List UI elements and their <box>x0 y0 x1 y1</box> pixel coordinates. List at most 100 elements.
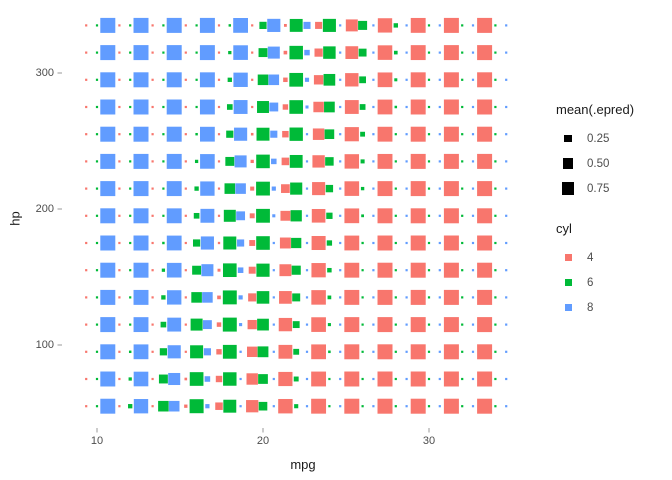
data-point-cyl4 <box>151 187 154 190</box>
data-point-cyl4 <box>313 75 324 85</box>
data-point-cyl8 <box>505 214 508 217</box>
data-point-cyl4 <box>377 72 393 88</box>
data-point-cyl6 <box>161 295 166 300</box>
data-point-cyl4 <box>215 402 223 410</box>
data-point-cyl6 <box>129 51 132 54</box>
data-point-cyl6 <box>494 405 497 408</box>
data-point-cyl4 <box>249 240 256 246</box>
data-point-cyl8 <box>339 105 342 109</box>
data-point-cyl4 <box>477 99 493 115</box>
data-point-cyl8 <box>204 376 211 382</box>
data-point-cyl6 <box>394 377 397 381</box>
color-legend-item: 8 <box>556 295 668 320</box>
data-point-cyl6 <box>360 186 365 191</box>
data-point-cyl8 <box>200 236 214 250</box>
data-point-cyl4 <box>443 99 459 115</box>
data-point-cyl4 <box>251 51 254 54</box>
size-legend-title: mean(.epred) <box>556 102 635 117</box>
data-point-cyl6 <box>494 187 497 190</box>
data-point-cyl4 <box>85 377 88 381</box>
data-point-cyl6 <box>427 105 431 109</box>
data-point-cyl6 <box>95 241 99 245</box>
data-point-cyl6 <box>361 350 364 353</box>
data-point-cyl8 <box>505 160 508 163</box>
data-point-cyl4 <box>184 51 187 54</box>
data-point-cyl4 <box>85 323 88 326</box>
data-point-cyl6 <box>259 21 267 30</box>
data-point-cyl4 <box>410 371 426 387</box>
data-point-cyl6 <box>129 78 132 81</box>
data-point-cyl8 <box>305 405 309 408</box>
data-point-cyl8 <box>339 160 342 163</box>
data-point-cyl4 <box>283 77 288 83</box>
data-point-cyl6 <box>95 350 99 353</box>
data-point-cyl8 <box>100 99 116 115</box>
data-point-cyl6 <box>195 51 198 54</box>
data-point-cyl6 <box>129 187 132 190</box>
data-point-cyl6 <box>427 214 431 217</box>
data-point-cyl6 <box>129 214 132 217</box>
data-point-cyl6 <box>361 241 364 245</box>
data-point-cyl4 <box>118 51 121 54</box>
data-point-cyl6 <box>257 318 269 331</box>
size-legend-item: 0.25 <box>556 126 668 151</box>
data-point-cyl8 <box>471 78 475 81</box>
data-point-cyl4 <box>283 50 288 55</box>
data-point-cyl4 <box>118 405 121 408</box>
data-point-cyl4 <box>443 262 459 278</box>
data-point-cyl4 <box>410 398 426 414</box>
data-point-cyl6 <box>324 129 335 140</box>
data-point-cyl6 <box>494 269 497 272</box>
data-point-cyl4 <box>443 181 459 197</box>
y-tick-label: 100 <box>35 339 54 351</box>
data-point-cyl8 <box>438 323 441 326</box>
data-point-cyl4 <box>85 24 88 27</box>
data-point-cyl6 <box>129 323 132 326</box>
data-point-cyl8 <box>339 323 342 326</box>
data-point-cyl8 <box>372 350 375 353</box>
data-point-cyl4 <box>410 317 426 333</box>
data-point-cyl8 <box>133 153 149 169</box>
data-point-cyl6 <box>225 156 235 166</box>
data-point-cyl4 <box>311 263 326 278</box>
data-point-cyl6 <box>289 127 303 141</box>
data-point-cyl8 <box>305 105 309 109</box>
data-point-cyl4 <box>151 296 154 299</box>
data-point-cyl8 <box>237 239 245 247</box>
data-point-cyl8 <box>233 100 248 114</box>
data-point-cyl4 <box>344 100 359 114</box>
data-point-cyl6 <box>223 209 236 222</box>
data-point-cyl4 <box>85 241 88 245</box>
data-point-cyl8 <box>100 235 116 251</box>
data-point-cyl8 <box>268 74 280 86</box>
data-point-cyl4 <box>281 184 290 193</box>
data-point-cyl6 <box>394 269 397 272</box>
data-point-cyl4 <box>151 105 154 109</box>
data-point-cyl6 <box>222 344 237 359</box>
data-point-cyl8 <box>372 241 375 245</box>
data-point-cyl4 <box>281 157 290 166</box>
data-point-cyl6 <box>95 296 99 299</box>
data-point-cyl6 <box>328 377 331 381</box>
data-point-cyl6 <box>291 237 302 249</box>
data-point-cyl8 <box>405 350 408 353</box>
data-point-cyl4 <box>184 160 187 163</box>
data-point-cyl8 <box>438 405 441 408</box>
data-point-cyl6 <box>223 372 237 386</box>
data-point-cyl6 <box>461 24 464 27</box>
data-point-cyl4 <box>151 51 154 54</box>
size-legend-label: 0.25 <box>587 132 610 145</box>
data-point-cyl6 <box>95 105 99 109</box>
data-point-cyl6 <box>161 268 166 272</box>
data-point-cyl8 <box>339 350 342 353</box>
data-point-cyl6 <box>195 105 198 109</box>
data-point-cyl6 <box>394 105 398 109</box>
legend-key <box>556 296 580 320</box>
data-point-cyl4 <box>443 153 459 169</box>
data-point-cyl4 <box>184 78 187 81</box>
data-point-cyl6 <box>95 187 99 190</box>
data-point-cyl8 <box>471 214 475 217</box>
data-point-cyl4 <box>477 45 493 61</box>
legend-key <box>556 152 580 176</box>
